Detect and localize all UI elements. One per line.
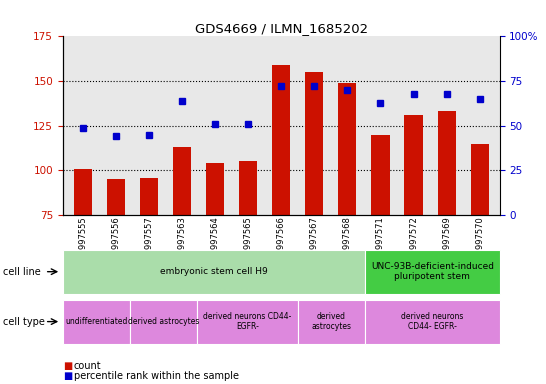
Bar: [405, 115, 423, 349]
Text: derived neurons
CD44- EGFR-: derived neurons CD44- EGFR-: [401, 312, 464, 331]
Text: cell type: cell type: [3, 316, 45, 327]
Text: derived astrocytes: derived astrocytes: [128, 317, 199, 326]
Text: ■: ■: [63, 361, 72, 371]
Bar: [106, 179, 125, 349]
Bar: [239, 162, 257, 349]
Bar: [437, 111, 456, 349]
Text: UNC-93B-deficient-induced
pluripotent stem: UNC-93B-deficient-induced pluripotent st…: [371, 262, 494, 281]
Title: GDS4669 / ILMN_1685202: GDS4669 / ILMN_1685202: [194, 22, 368, 35]
Bar: [74, 169, 92, 349]
Bar: [305, 72, 323, 349]
Bar: [140, 177, 158, 349]
Text: undifferentiated: undifferentiated: [65, 317, 128, 326]
Bar: [272, 65, 290, 349]
Text: derived neurons CD44-
EGFR-: derived neurons CD44- EGFR-: [204, 312, 292, 331]
Text: derived
astrocytes: derived astrocytes: [312, 312, 352, 331]
Text: count: count: [74, 361, 102, 371]
Bar: [173, 147, 191, 349]
Text: embryonic stem cell H9: embryonic stem cell H9: [160, 267, 268, 276]
Bar: [371, 135, 389, 349]
Bar: [339, 83, 357, 349]
Bar: [471, 144, 489, 349]
Text: cell line: cell line: [3, 266, 40, 277]
Text: percentile rank within the sample: percentile rank within the sample: [74, 371, 239, 381]
Text: ■: ■: [63, 371, 72, 381]
Bar: [206, 163, 224, 349]
